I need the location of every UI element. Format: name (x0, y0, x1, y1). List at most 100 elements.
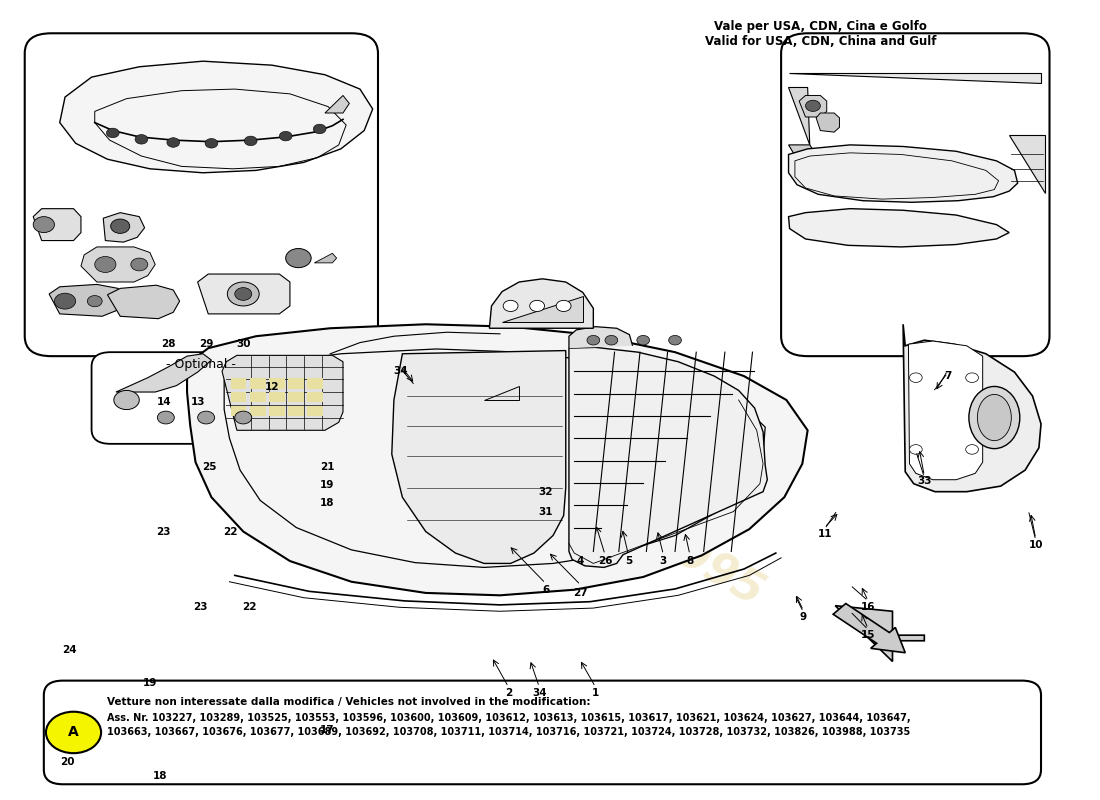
Text: A: A (68, 726, 79, 739)
Text: 22: 22 (242, 602, 257, 612)
PathPatch shape (789, 209, 1009, 247)
Text: 30: 30 (236, 339, 251, 349)
Text: Vale per USA, CDN, Cina e Golfo: Vale per USA, CDN, Cina e Golfo (714, 21, 927, 34)
Circle shape (530, 300, 544, 311)
Circle shape (113, 390, 140, 410)
Text: 14: 14 (156, 398, 170, 407)
Text: 29: 29 (199, 339, 213, 349)
Text: Valid for USA, CDN, China and Gulf: Valid for USA, CDN, China and Gulf (705, 34, 936, 48)
Text: 19: 19 (320, 480, 334, 490)
PathPatch shape (816, 113, 839, 132)
Text: 27: 27 (573, 588, 587, 598)
Text: 12: 12 (265, 382, 279, 392)
Text: - Optional -: - Optional - (166, 358, 236, 370)
Circle shape (234, 287, 252, 300)
Bar (250, 392, 265, 402)
PathPatch shape (81, 247, 155, 282)
Text: 31: 31 (538, 506, 553, 517)
PathPatch shape (315, 254, 337, 263)
Text: 23: 23 (156, 526, 170, 537)
Bar (231, 406, 246, 416)
Circle shape (605, 335, 618, 345)
Bar (268, 406, 285, 416)
Bar (288, 392, 304, 402)
PathPatch shape (33, 209, 81, 241)
Circle shape (279, 131, 293, 141)
Bar (268, 378, 285, 389)
Circle shape (286, 249, 311, 268)
Bar (268, 392, 285, 402)
PathPatch shape (392, 350, 565, 563)
Circle shape (107, 128, 119, 138)
Text: 20: 20 (59, 757, 75, 767)
Circle shape (167, 138, 179, 147)
Text: Vetture non interessate dalla modifica / Vehicles not involved in the modificati: Vetture non interessate dalla modifica /… (108, 698, 591, 707)
Circle shape (111, 219, 130, 234)
Text: 103663, 103667, 103676, 103677, 103689, 103692, 103708, 103711, 103714, 103716, : 103663, 103667, 103676, 103677, 103689, … (108, 727, 911, 737)
FancyArrow shape (833, 603, 905, 653)
Text: 7: 7 (944, 371, 952, 381)
Circle shape (805, 100, 821, 111)
Circle shape (205, 138, 218, 148)
PathPatch shape (50, 285, 123, 316)
Circle shape (557, 300, 571, 311)
Text: 6: 6 (542, 585, 549, 594)
Text: 2: 2 (505, 688, 513, 698)
Circle shape (503, 300, 518, 311)
Circle shape (637, 335, 650, 345)
Text: 11: 11 (817, 529, 832, 539)
Circle shape (587, 335, 600, 345)
PathPatch shape (789, 145, 1018, 202)
Circle shape (131, 258, 147, 271)
Circle shape (87, 295, 102, 306)
Text: 21: 21 (320, 462, 334, 472)
PathPatch shape (789, 87, 810, 145)
PathPatch shape (116, 354, 211, 392)
Circle shape (669, 335, 681, 345)
Ellipse shape (969, 386, 1020, 449)
Text: 33: 33 (917, 476, 932, 486)
Text: 16: 16 (861, 602, 876, 612)
PathPatch shape (103, 213, 144, 242)
Text: 34: 34 (393, 366, 408, 376)
Circle shape (54, 293, 76, 309)
Text: 26: 26 (597, 556, 613, 566)
Circle shape (966, 445, 978, 454)
PathPatch shape (789, 145, 816, 177)
PathPatch shape (835, 606, 924, 662)
Bar (250, 406, 265, 416)
PathPatch shape (903, 324, 1041, 492)
Circle shape (228, 282, 260, 306)
Circle shape (244, 136, 257, 146)
Circle shape (198, 411, 214, 424)
Text: 32: 32 (538, 486, 553, 497)
PathPatch shape (198, 274, 290, 314)
Text: 22: 22 (223, 526, 238, 537)
Circle shape (314, 124, 326, 134)
Circle shape (135, 134, 147, 144)
PathPatch shape (59, 61, 373, 173)
PathPatch shape (324, 95, 350, 113)
Text: 15: 15 (861, 630, 876, 640)
Text: 3: 3 (660, 556, 667, 566)
Text: 18: 18 (153, 771, 168, 782)
Text: 8: 8 (686, 556, 693, 566)
Text: 18: 18 (320, 498, 334, 508)
PathPatch shape (187, 324, 807, 595)
PathPatch shape (222, 355, 343, 430)
PathPatch shape (909, 341, 982, 480)
Text: 13: 13 (190, 398, 205, 407)
Circle shape (157, 411, 174, 424)
Bar (307, 378, 322, 389)
Text: 34: 34 (532, 688, 547, 698)
Text: Peloni for parts 1995: Peloni for parts 1995 (293, 313, 771, 614)
Circle shape (234, 411, 252, 424)
PathPatch shape (490, 279, 593, 328)
Bar (250, 378, 265, 389)
Text: Ass. Nr. 103227, 103289, 103525, 103553, 103596, 103600, 103609, 103612, 103613,: Ass. Nr. 103227, 103289, 103525, 103553,… (108, 713, 911, 722)
Circle shape (33, 217, 54, 233)
Text: 17: 17 (320, 725, 334, 735)
Text: 9: 9 (800, 612, 807, 622)
Bar (231, 378, 246, 389)
Text: 23: 23 (194, 602, 208, 612)
